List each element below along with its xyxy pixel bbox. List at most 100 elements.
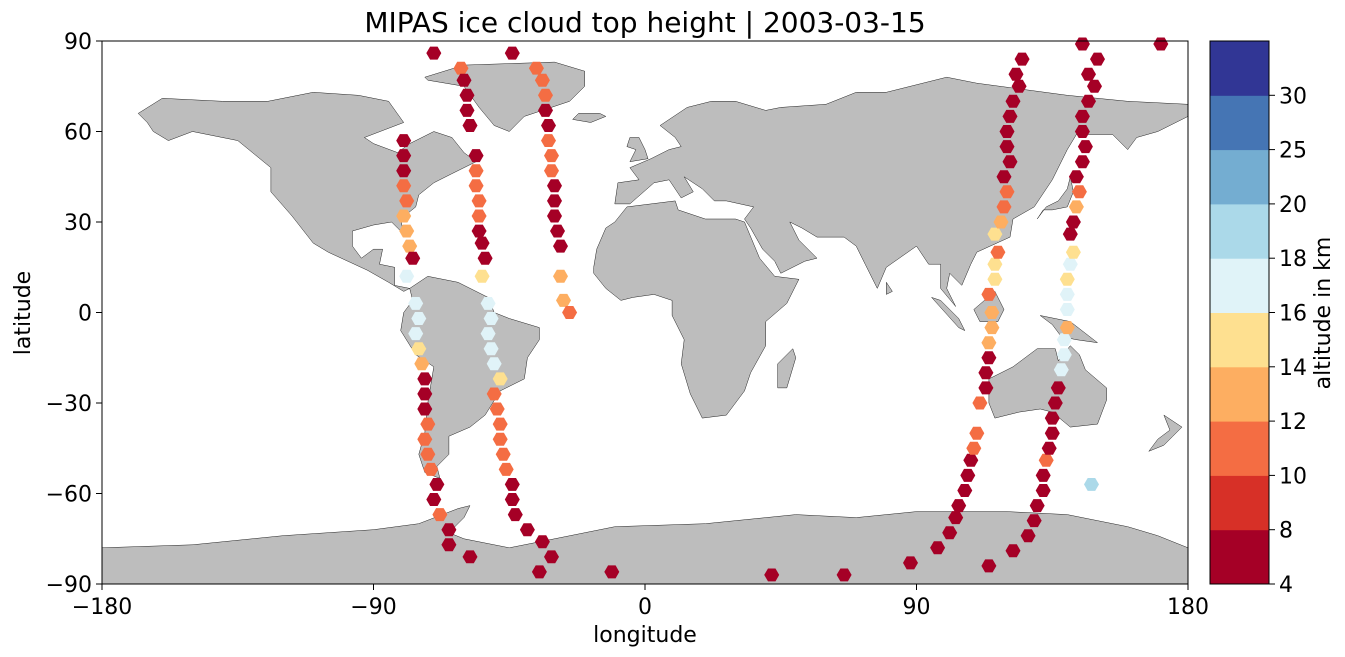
cloud-point (456, 73, 472, 87)
colorbar-tick-label: 4 (1279, 573, 1293, 598)
cloud-point (1059, 303, 1075, 316)
cloud-point (966, 441, 982, 455)
cloud-point (544, 550, 559, 564)
cloud-point (1062, 257, 1078, 271)
cloud-point (399, 194, 415, 208)
cloud-point (1041, 441, 1057, 455)
y-tick-label: 90 (64, 30, 92, 55)
cloud-point (942, 526, 958, 540)
colorbar-tick-label: 10 (1279, 464, 1307, 489)
colorbar-label: altitude in km (1311, 237, 1336, 390)
cloud-point (1062, 227, 1078, 241)
cloud-point (411, 342, 427, 356)
cloud-point (441, 523, 457, 537)
cloud-point (978, 381, 994, 395)
cloud-point (562, 306, 578, 319)
cloud-point (426, 46, 442, 60)
cloud-point (420, 417, 436, 431)
y-tick-label: 60 (64, 121, 92, 146)
cloud-point (981, 559, 997, 573)
cloud-point (996, 170, 1012, 184)
cloud-point (1053, 363, 1069, 377)
cloud-point (405, 251, 421, 265)
cloud-point (993, 215, 1009, 229)
cloud-point (411, 312, 427, 325)
cloud-point (963, 453, 979, 467)
landmass-madagascar (777, 348, 797, 389)
cloud-point (402, 239, 418, 253)
cloud-point (981, 287, 997, 301)
cloud-point (504, 478, 520, 491)
cloud-point (474, 269, 490, 283)
cloud-point (930, 541, 946, 555)
cloud-point (459, 103, 475, 117)
cloud-point (417, 432, 433, 446)
cloud-point (492, 417, 508, 431)
cloud-point (1002, 109, 1018, 123)
cloud-point (414, 357, 430, 371)
cloud-point (426, 493, 442, 506)
cloud-point (486, 357, 502, 371)
cloud-point (972, 396, 988, 410)
cloud-point (504, 46, 520, 60)
cloud-point (489, 402, 505, 416)
cloud-point (492, 372, 508, 386)
cloud-point (1035, 484, 1051, 497)
x-tick-label: −90 (350, 595, 396, 620)
colorbar-tick-label: 14 (1279, 356, 1307, 381)
cloud-point (420, 447, 436, 461)
cloud-point (417, 387, 433, 401)
cloud-point (604, 565, 620, 579)
cloud-point (1026, 514, 1042, 528)
cloud-point (1002, 155, 1018, 169)
cloud-point (1065, 215, 1081, 229)
landmass-north-america (137, 92, 477, 292)
cloud-point (432, 508, 448, 522)
cloud-point (423, 462, 439, 476)
x-axis-ticks: −180 −90 0 90 180 (72, 584, 1209, 620)
cloud-point (507, 508, 523, 522)
landmass-iceland (572, 113, 607, 123)
cloud-point (1056, 333, 1072, 347)
cloud-point (468, 149, 484, 163)
colorbar-tick-label: 16 (1279, 302, 1307, 327)
landmass-japan (1036, 176, 1074, 220)
cloud-point (987, 272, 1003, 286)
cloud-point (984, 306, 1000, 319)
colorbar-segment (1210, 149, 1269, 205)
colorbar-tick-label: 18 (1279, 247, 1307, 272)
colorbar-tick-label: 8 (1279, 519, 1293, 544)
y-tick-label: −30 (46, 392, 92, 417)
y-tick-label: 30 (64, 211, 92, 236)
colorbar-segment (1210, 366, 1269, 422)
cloud-point (1047, 396, 1063, 410)
cloud-point (531, 565, 547, 579)
cloud-point (528, 61, 544, 75)
landmass-britain (626, 137, 649, 163)
cloud-point (764, 568, 780, 582)
cloud-point (553, 239, 568, 253)
colorbar-tick-label: 20 (1279, 193, 1307, 218)
colorbar-segment (1210, 312, 1269, 368)
cloud-point (471, 209, 487, 223)
cloud-point (550, 224, 565, 238)
colorbar-segment (1210, 529, 1269, 585)
cloud-point (399, 269, 415, 283)
cloud-point (978, 366, 994, 380)
x-tick-label: 90 (903, 595, 931, 620)
cloud-point (1050, 381, 1066, 395)
x-axis-label: longitude (593, 623, 697, 648)
cloud-point (504, 493, 520, 506)
cloud-point (1084, 478, 1099, 491)
cloud-point (408, 297, 424, 310)
cloud-point (396, 209, 412, 223)
colorbar-segment (1210, 258, 1269, 313)
cloud-top-points (396, 37, 1169, 582)
cloud-point (1074, 125, 1090, 138)
cloud-point (547, 194, 562, 208)
cloud-point (1011, 79, 1027, 93)
cloud-point (417, 402, 433, 416)
colorbar-segment (1210, 421, 1269, 476)
cloud-point (1014, 52, 1030, 66)
